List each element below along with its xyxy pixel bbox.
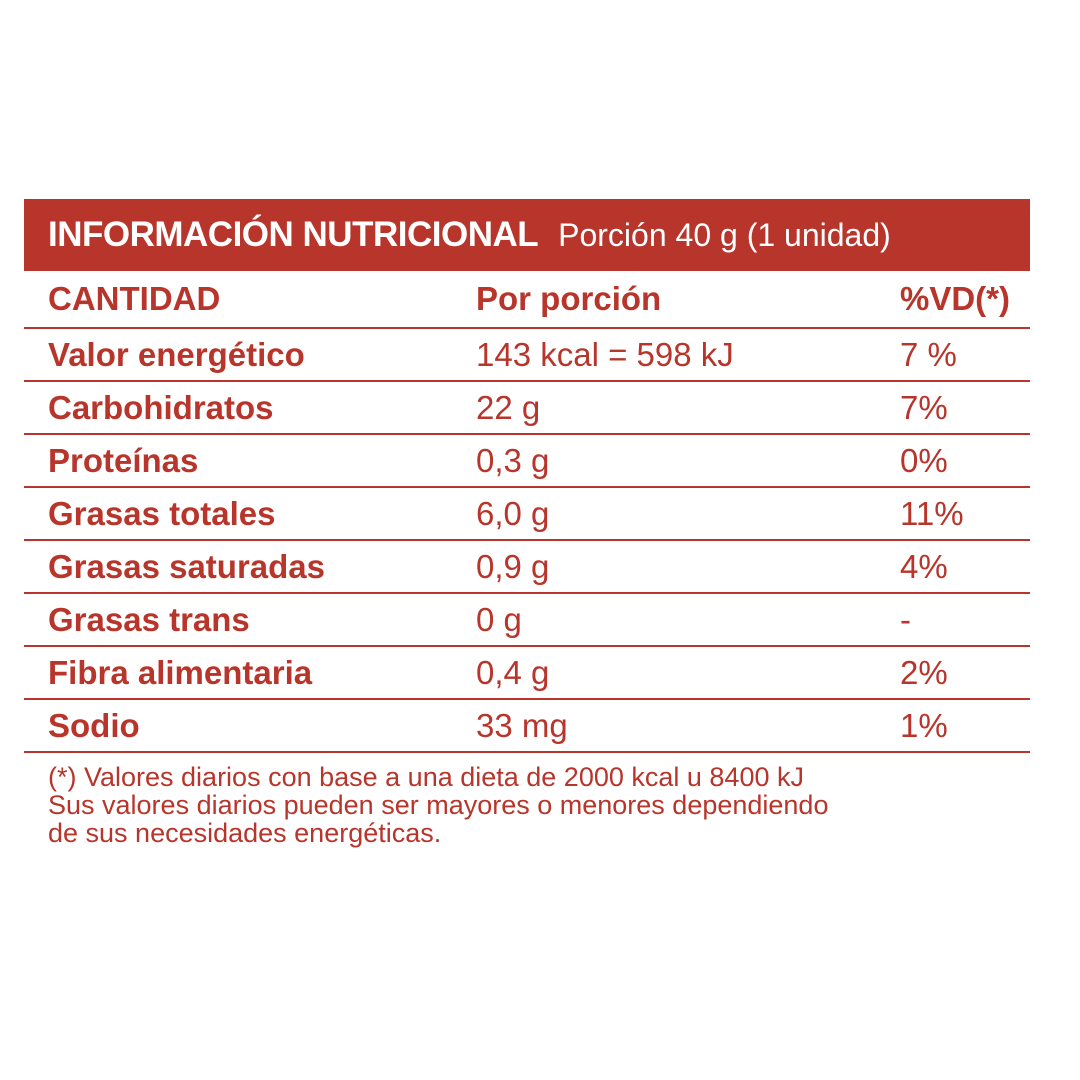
nutrient-dv: 7% [900,388,948,426]
table-row: Carbohidratos 22 g 7% [24,382,1030,435]
nutrient-dv: 0% [900,441,948,479]
column-header-dv: %VD(*) [900,280,1011,317]
nutrient-amount: 0,4 g [476,653,550,691]
table-row: Grasas saturadas 0,9 g 4% [24,541,1030,594]
nutrient-amount: 0 g [476,600,522,638]
label-header: INFORMACIÓN NUTRICIONAL Porción 40 g (1 … [24,199,1030,271]
nutrition-facts-label: INFORMACIÓN NUTRICIONAL Porción 40 g (1 … [24,199,1030,847]
nutrient-name: Proteínas [48,441,199,479]
table-row: Proteínas 0,3 g 0% [24,435,1030,488]
nutrient-dv: - [900,600,911,638]
table-row: Grasas totales 6,0 g 11% [24,488,1030,541]
nutrient-name: Grasas saturadas [48,547,326,585]
footnote-line: de sus necesidades energéticas. [48,818,442,848]
table-row: Grasas trans 0 g - [24,594,1030,647]
footnote-line: Sus valores diarios pueden ser mayores o… [48,790,829,820]
column-header-per-portion: Por porción [476,280,662,317]
label-title: INFORMACIÓN NUTRICIONAL [48,215,539,254]
nutrient-amount: 0,3 g [476,441,550,479]
portion-size: Porción 40 g (1 unidad) [558,216,891,253]
table-row: Fibra alimentaria 0,4 g 2% [24,647,1030,700]
nutrient-dv: 4% [900,547,948,585]
nutrient-name: Grasas totales [48,494,276,532]
nutrient-amount: 6,0 g [476,494,550,532]
nutrient-amount: 33 mg [476,706,568,744]
table-row: Sodio 33 mg 1% [24,700,1030,753]
nutrient-name: Carbohidratos [48,388,274,426]
nutrient-name: Grasas trans [48,600,250,638]
nutrient-dv: 2% [900,653,948,691]
column-header-quantity: CANTIDAD [48,280,221,317]
nutrient-amount: 22 g [476,388,541,426]
nutrient-amount: 143 kcal = 598 kJ [476,335,734,373]
column-header-row: CANTIDAD Por porción %VD(*) [24,271,1030,329]
footnote: (*) Valores diarios con base a una dieta… [24,763,1030,847]
nutrient-dv: 11% [900,494,964,532]
nutrient-amount: 0,9 g [476,547,550,585]
nutrient-dv: 7 % [900,335,957,373]
nutrient-name: Fibra alimentaria [48,653,313,691]
table-row: Valor energético 143 kcal = 598 kJ 7 % [24,329,1030,382]
footnote-line: (*) Valores diarios con base a una dieta… [48,762,804,792]
nutrient-name: Valor energético [48,335,305,373]
nutrient-name: Sodio [48,706,140,744]
nutrient-dv: 1% [900,706,948,744]
